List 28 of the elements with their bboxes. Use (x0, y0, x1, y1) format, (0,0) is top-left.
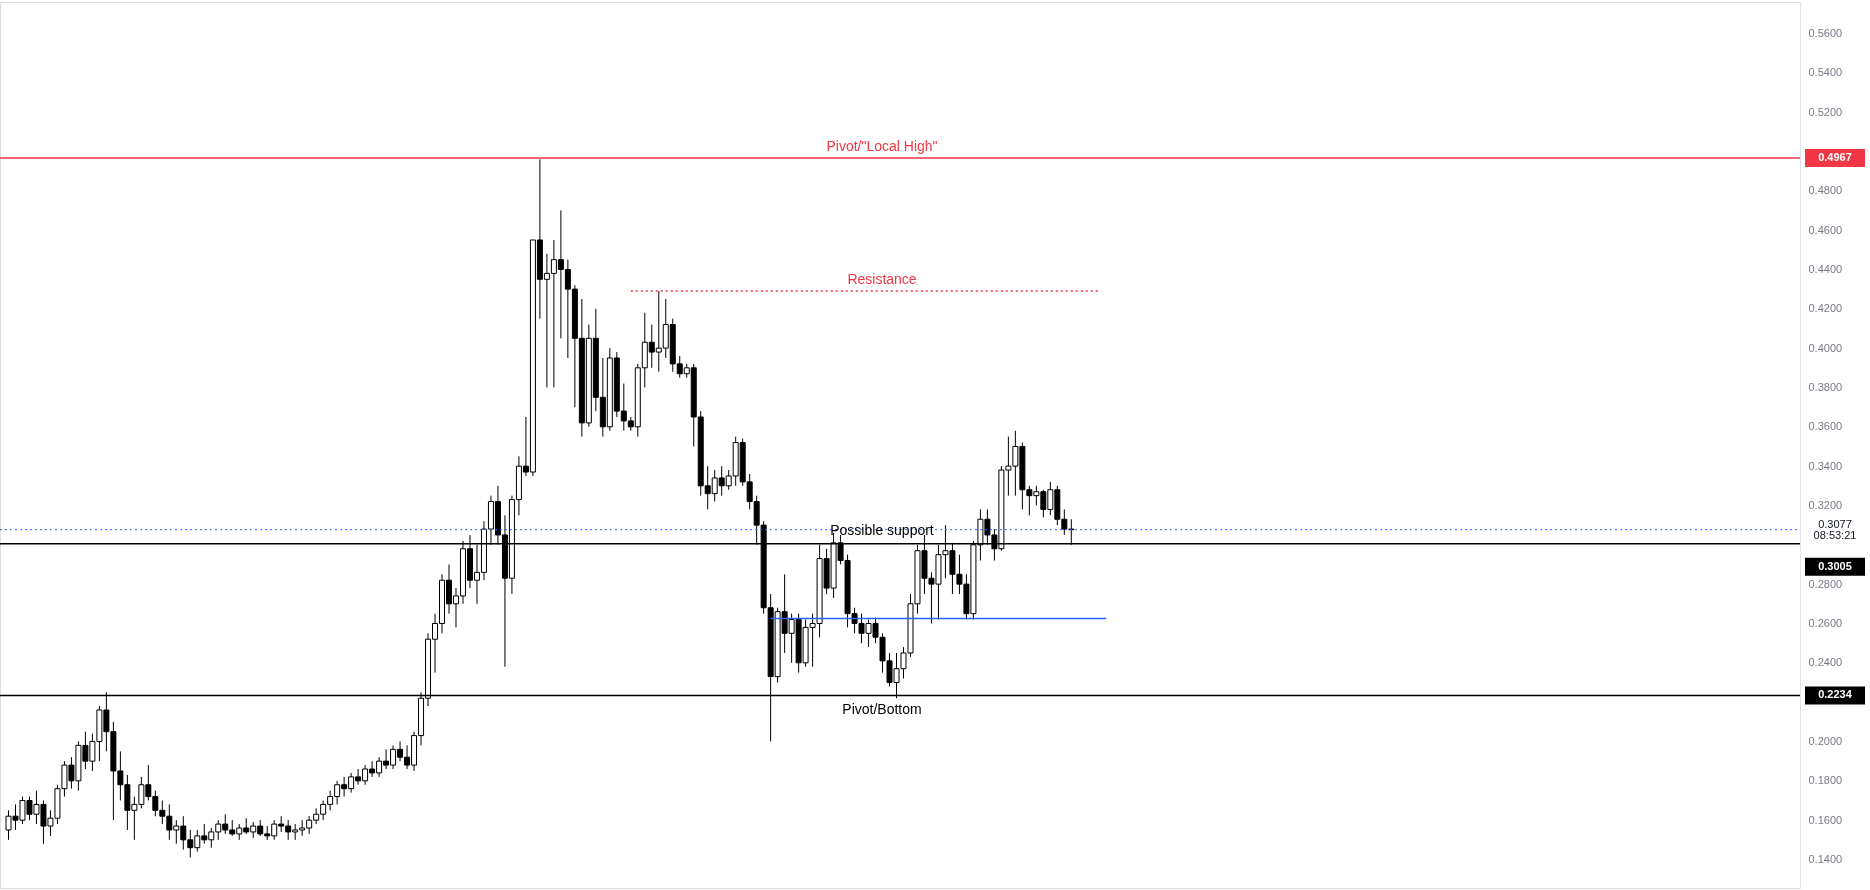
y-tick-label: 0.2000 (1808, 734, 1843, 747)
annotation: Pivot/"Local High" (826, 137, 938, 154)
y-tick-label: 0.5600 (1808, 26, 1843, 39)
annotation: Possible support (830, 521, 934, 538)
annotation: Resistance (847, 271, 917, 288)
y-tick-label: 0.4400 (1808, 262, 1843, 275)
y-tick-label: 0.3200 (1808, 498, 1843, 511)
y-tick-label: 0.3400 (1808, 459, 1843, 472)
annotation: Pivot/Bottom (842, 701, 922, 718)
y-tick-label: 0.3600 (1808, 420, 1843, 433)
y-tick-label: 0.1400 (1808, 852, 1843, 865)
y-tick-label: 0.4800 (1808, 184, 1843, 197)
y-tick-label: 0.5200 (1808, 105, 1843, 118)
y-tick-label: 0.5400 (1808, 66, 1843, 79)
ref-line-label: 0.4967 (1818, 150, 1852, 163)
y-tick-label: 0.4000 (1808, 341, 1843, 354)
text: 08:53:21 (1813, 528, 1857, 541)
ref-line-label: 0.3077 (1818, 517, 1852, 530)
ref-line-label: 0.2234 (1818, 688, 1853, 701)
y-tick-label: 0.2400 (1808, 656, 1843, 669)
y-tick-label: 0.3800 (1808, 380, 1843, 393)
ref-line-label: 0.3005 (1818, 559, 1852, 572)
y-tick-label: 0.4200 (1808, 302, 1843, 315)
y-tick-label: 0.4600 (1808, 223, 1843, 236)
y-tick-label: 0.2800 (1808, 577, 1843, 590)
y-tick-label: 0.1600 (1808, 813, 1843, 826)
y-tick-label: 0.2600 (1808, 616, 1843, 629)
y-tick-label: 0.1800 (1808, 774, 1843, 787)
